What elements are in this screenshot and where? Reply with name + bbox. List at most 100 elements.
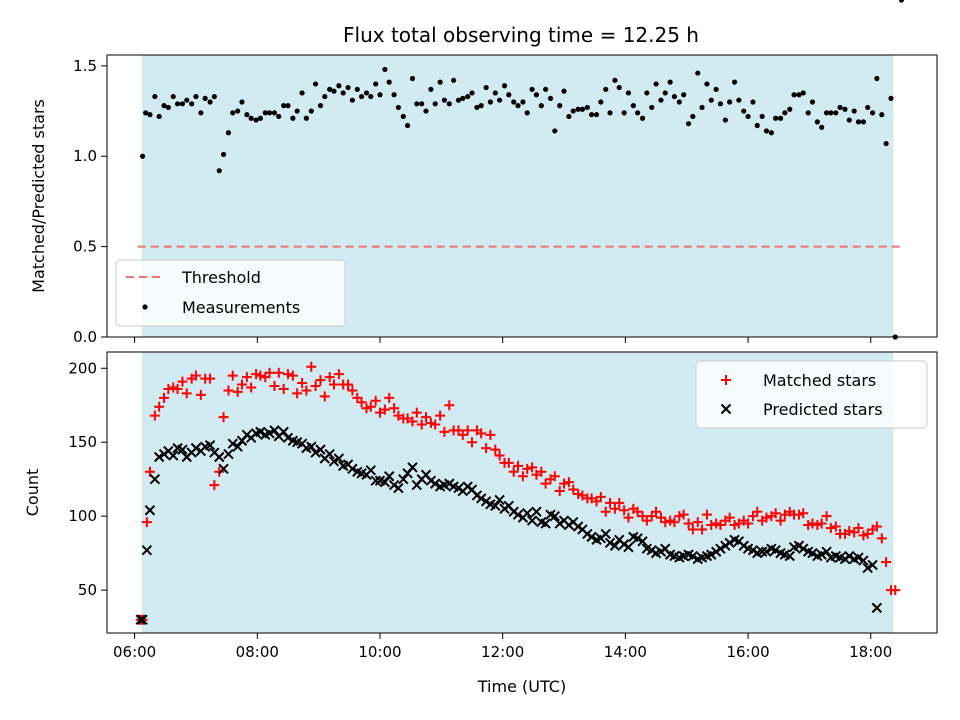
matched-star-point xyxy=(481,443,492,454)
predicted-star-point xyxy=(315,444,326,455)
matched-star-point xyxy=(503,457,514,468)
matched-star-point xyxy=(384,392,395,403)
measurement-point xyxy=(312,81,319,87)
matched-star-point xyxy=(209,480,220,491)
predicted-star-point xyxy=(770,544,781,556)
matched-star-point xyxy=(297,378,308,389)
matched-star-point xyxy=(536,466,547,477)
predicted-star-point xyxy=(623,542,634,553)
measurement-point xyxy=(566,113,572,120)
top-axes-frame xyxy=(106,54,938,338)
top-ytick-label: 1.5 xyxy=(73,57,97,75)
matched-star-point xyxy=(287,370,298,381)
predicted-star-point xyxy=(867,559,878,571)
bottom-ytick-label: 50 xyxy=(78,581,97,599)
predicted-star-point xyxy=(807,547,818,559)
predicted-star-point xyxy=(135,614,146,625)
predicted-star-point xyxy=(522,507,533,519)
measurement-point xyxy=(561,88,567,94)
predicted-star-point xyxy=(214,451,225,463)
measurement-point xyxy=(800,90,806,96)
measurement-point xyxy=(773,115,779,121)
measurement-point xyxy=(671,93,678,100)
matched-star-point xyxy=(190,370,201,381)
predicted-star-point xyxy=(255,426,266,438)
measurement-point xyxy=(487,99,494,105)
top-ytick-label: 0.0 xyxy=(73,328,97,346)
measurement-point xyxy=(791,92,797,98)
measurement-point xyxy=(607,110,613,116)
matched-star-point xyxy=(306,361,317,372)
matched-star-point xyxy=(678,509,689,520)
matched-star-point xyxy=(687,524,698,535)
measurement-point xyxy=(635,110,641,116)
measurement-point xyxy=(257,115,263,121)
measurement-point xyxy=(469,90,475,96)
measurement-point xyxy=(649,104,655,111)
matched-star-point xyxy=(246,382,257,393)
matched-star-point xyxy=(844,525,855,536)
matched-star-point xyxy=(508,466,519,477)
matched-star-point xyxy=(490,444,501,455)
matched-star-point xyxy=(462,425,473,436)
legend-measurements-swatch xyxy=(142,304,148,310)
predicted-star-point xyxy=(715,543,726,554)
measurement-point xyxy=(198,110,204,116)
matched-star-point xyxy=(494,450,505,461)
matched-star-point xyxy=(328,379,339,390)
measurement-point xyxy=(883,140,889,147)
measurement-point xyxy=(575,106,581,112)
predicted-star-point xyxy=(282,432,294,443)
measurements-series xyxy=(139,0,905,340)
matched-star-point xyxy=(651,506,662,517)
legend-matched-swatch xyxy=(721,375,731,385)
measurement-point xyxy=(216,168,222,174)
measurement-point xyxy=(782,110,788,116)
bottom-ytick-label: 100 xyxy=(68,507,97,525)
bottom-axes-frame xyxy=(106,351,938,634)
measurement-point xyxy=(285,103,291,109)
top-ytick-label: 1.0 xyxy=(73,147,97,165)
measurement-point xyxy=(262,110,268,116)
matched-star-point xyxy=(278,383,289,394)
matched-star-point xyxy=(159,392,170,403)
measurement-point xyxy=(437,79,443,85)
measurement-point xyxy=(423,108,429,114)
measurement-point xyxy=(731,79,738,85)
measurement-point xyxy=(823,110,830,116)
measurement-point xyxy=(644,90,650,96)
measurement-point xyxy=(432,101,438,107)
measurement-point xyxy=(593,112,600,118)
measurement-point xyxy=(722,117,728,123)
predicted-star-point xyxy=(218,463,229,475)
xtick-label: 10:00 xyxy=(358,643,401,661)
matched-star-point xyxy=(365,401,376,412)
matched-star-point xyxy=(379,404,390,415)
measurement-point xyxy=(598,99,604,105)
matched-star-point xyxy=(821,511,832,522)
measurement-point xyxy=(239,99,245,105)
measurement-point xyxy=(336,83,342,89)
measurement-point xyxy=(727,99,733,105)
measurement-point xyxy=(855,119,862,125)
matched-star-point xyxy=(292,388,303,399)
measurement-point xyxy=(455,97,462,103)
measurement-point xyxy=(837,104,843,111)
predicted-star-point xyxy=(724,537,735,548)
predicted-star-point xyxy=(526,515,538,526)
measurement-point xyxy=(865,104,871,111)
predicted-star-point xyxy=(347,463,358,475)
matched-star-point xyxy=(890,585,901,596)
measurement-point xyxy=(713,86,719,92)
predicted-star-point xyxy=(761,546,772,557)
measurement-point xyxy=(681,92,687,98)
measurement-point xyxy=(170,93,176,100)
measurement-point xyxy=(616,84,622,91)
matched-star-point xyxy=(692,517,703,528)
matched-star-point xyxy=(347,385,358,396)
matched-star-point xyxy=(807,518,818,529)
predicted-star-point xyxy=(149,473,161,485)
predicted-star-point xyxy=(227,438,238,449)
matched-star-point xyxy=(614,497,625,508)
